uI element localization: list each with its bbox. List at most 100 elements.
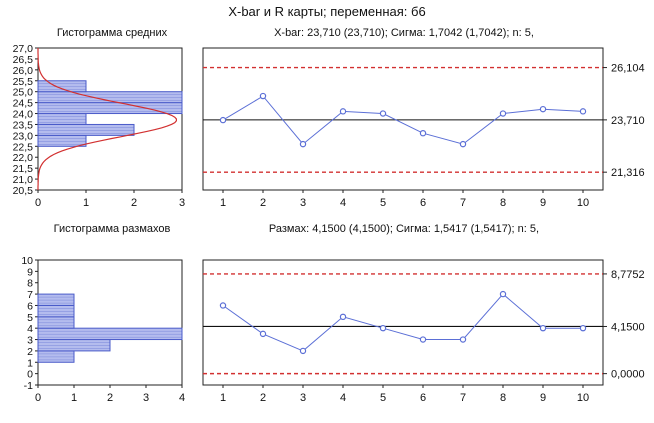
range-point [499,290,507,298]
hist-means-ytick-label: 24,5 [13,98,34,110]
hist-ranges-ytick-label: 7 [27,289,33,301]
hist-means-ytick-label: 22,0 [13,152,34,164]
hist-means-bar [37,80,87,93]
hist-means-ytick-label: 26,0 [13,65,34,77]
xbar-xtick-label: 2 [260,197,266,209]
hist-ranges-ytick-label: 3 [27,335,33,347]
hist-means-ytick-label: 21,5 [13,163,34,175]
range-xtick-label: 2 [260,392,266,404]
hist-ranges-title: Гистограмма размахов [54,223,171,235]
hist-ranges-ytick-label: 8 [27,278,33,290]
hist-means-ytick-label: 23,0 [13,130,34,142]
hist-ranges-bar [37,304,75,318]
range-point [339,313,347,321]
hist-means-ytick-label: 23,5 [13,119,34,131]
xbar-point [259,92,267,100]
range-series-line [222,293,583,352]
range-point [419,336,427,343]
range-xtick-label: 9 [540,392,546,404]
range-frame [202,259,604,386]
xbar-chart-title: X-bar: 23,710 (23,710); Сигма: 1,7042 (1… [274,27,534,39]
hist-ranges-ytick-label: 0 [27,369,33,381]
xbar-xtick-label: 5 [380,197,386,209]
xbar-ucl-label: 26,104 [611,63,645,75]
xbar-xtick-label: 7 [460,197,466,209]
range-ucl-label: 8,7752 [611,269,645,281]
hist-ranges-ytick-label: 10 [21,255,33,267]
range-lcl-label: 0,0000 [611,369,645,381]
range-xtick-label: 8 [500,392,506,404]
range-xtick-label: 5 [380,392,386,404]
hist-means-ytick-label: 27,0 [13,43,34,55]
hist-ranges-bar [37,316,75,329]
range-xtick-label: 3 [300,392,306,404]
xbar-point [499,110,507,117]
range-point [379,324,387,332]
range-center-label: 4,1500 [611,321,645,333]
range-point [539,324,547,332]
xbar-frame [202,47,604,191]
range-point [219,302,227,309]
main-title: X-bar и R карты; переменная: б6 [228,4,425,19]
xbar-series-line [222,95,584,145]
hist-means-bar [37,113,87,125]
hist-means-panel: 20,521,021,522,022,523,023,524,024,525,0… [13,43,186,209]
hist-means-bar [37,123,135,136]
xbar-point [539,105,547,113]
hist-means-ytick-label: 26,5 [13,54,34,66]
hist-ranges-ytick-label: 6 [27,300,33,312]
hist-ranges-ytick-label: 2 [27,346,33,358]
hist-ranges-ytick-label: -1 [24,380,33,392]
xbar-xtick-label: 10 [577,197,589,209]
hist-means-ytick-label: 25,5 [13,76,34,88]
hist-ranges-bar [37,339,111,352]
hist-ranges-xtick-label: 4 [179,392,185,404]
range-point [579,324,587,332]
xbar-point [339,108,347,115]
hist-means-xtick-label: 0 [35,197,41,209]
hist-means-title: Гистограмма средних [57,27,168,39]
hist-ranges-ytick-label: 1 [27,357,33,369]
hist-means-ytick-label: 25,0 [13,87,34,99]
xbar-point [419,129,427,137]
hist-means-xtick-label: 3 [179,197,185,209]
hist-ranges-ytick-label: 9 [27,266,33,278]
xbar-xtick-label: 6 [420,197,426,209]
xbar-xtick-label: 4 [340,197,346,209]
xbar-point [379,110,387,117]
hist-means-bar [37,91,183,104]
range-point [459,336,467,343]
range-chart-title: Размах: 4,1500 (4,1500); Сигма: 1,5417 (… [269,223,539,235]
xbar-point [459,140,467,148]
hist-ranges-ytick-label: 4 [27,323,33,335]
xbar-lcl-label: 21,316 [611,167,645,179]
range-point [299,347,307,355]
hist-ranges-xtick-label: 2 [107,392,113,404]
range-xtick-label: 6 [420,392,426,404]
xbar-xtick-label: 1 [220,197,226,209]
hist-ranges-xtick-label: 3 [143,392,149,404]
hist-means-bar [37,134,87,147]
hist-means-xtick-label: 2 [131,197,137,209]
xbar-chart-panel: 1 2 3 4 5 6 7 8 9 10 26,104 21,316 23,710 [202,47,645,209]
xbar-center-label: 23,710 [611,115,645,127]
xbar-xtick-label: 9 [540,197,546,209]
xbar-xtick-label: 8 [500,197,506,209]
xbar-point [579,108,587,115]
range-chart-panel: 1 2 3 4 5 6 7 8 9 10 8,7752 0,0000 4,1500 [202,259,645,404]
hist-means-xtick-label: 1 [83,197,89,209]
xbar-xtick-label: 3 [300,197,306,209]
hist-means-ytick-label: 22,5 [13,141,34,153]
hist-means-ytick-label: 20,5 [13,185,34,197]
hist-ranges-bar [37,327,183,341]
range-xtick-label: 1 [220,392,226,404]
range-xtick-label: 10 [577,392,589,404]
hist-ranges-ytick-label: 5 [27,312,33,324]
hist-means-normal-curve [37,48,177,190]
hist-means-ytick-label: 24,0 [13,109,34,121]
range-xtick-label: 7 [460,392,466,404]
hist-ranges-xtick-label: 1 [71,392,77,404]
